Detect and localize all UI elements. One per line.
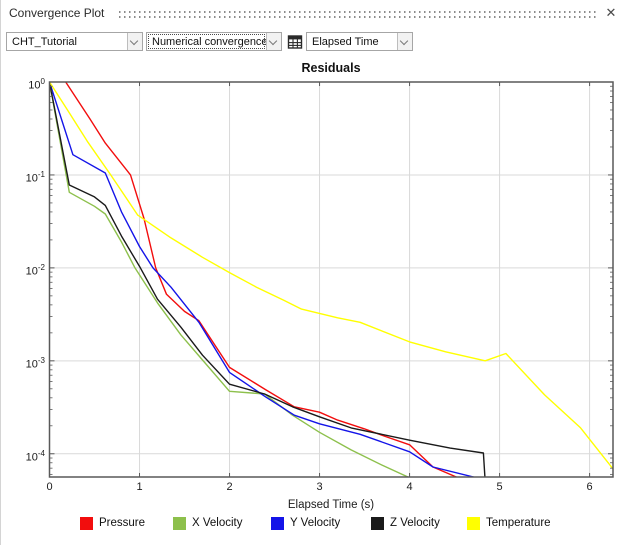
plot-type-combobox-value: Numerical convergence [147,33,266,50]
legend-label: Temperature [486,517,551,529]
legend-swatch-icon [371,517,384,530]
series-x-velocity [49,82,410,477]
chevron-down-icon [129,36,139,46]
titlebar: Convergence Plot ✕ [1,0,626,28]
x-axis-tick-label: 2 [226,481,233,493]
x-axis-tick-label: 6 [586,481,593,493]
y-axis-tick-label: 100 [28,77,45,92]
page-title: Convergence Plot [9,6,105,20]
y-axis-tick-label: 10-2 [25,262,45,278]
legend-swatch-icon [467,517,480,530]
xaxis-combobox[interactable]: Elapsed Time [306,32,413,51]
chevron-down-icon [399,36,409,46]
close-icon[interactable]: ✕ [605,5,617,20]
x-axis-tick-label: 0 [46,481,53,493]
x-axis-tick-label: 5 [496,481,503,493]
chart-title: Residuals [301,61,361,75]
legend-swatch-icon [80,517,93,530]
simulation-combobox[interactable]: CHT_Tutorial [6,32,143,51]
legend-label: Z Velocity [390,517,440,529]
xaxis-combobox-dropdown-button[interactable] [397,33,412,50]
x-axis-tick-label: 3 [316,481,323,493]
x-axis-tick-label: 1 [136,481,143,493]
simulation-combobox-dropdown-button[interactable] [127,33,142,50]
chevron-down-icon [268,36,278,46]
legend-label: Pressure [99,517,146,529]
table-icon [287,35,303,49]
plot-type-combobox-dropdown-button[interactable] [266,33,281,50]
series-z-velocity [49,82,486,477]
series-temperature [49,82,613,471]
legend-swatch-icon [173,517,186,530]
x-axis-tick-label: 4 [406,481,413,493]
legend-label: X Velocity [192,517,243,529]
xaxis-combobox-value: Elapsed Time [312,36,379,48]
simulation-combobox-value: CHT_Tutorial [12,36,77,48]
legend-label: Y Velocity [290,517,341,529]
legend-swatch-icon [271,517,284,530]
x-axis-label: Elapsed Time (s) [287,499,375,511]
drag-handle-dots[interactable] [119,11,598,19]
plot-type-combobox[interactable]: Numerical convergence [146,32,282,51]
y-axis-tick-label: 10-1 [25,169,45,185]
y-axis-tick-label: 10-4 [25,448,45,464]
series-pressure [65,82,459,477]
y-axis-tick-label: 10-3 [25,355,45,371]
table-view-button[interactable] [287,34,303,50]
series-y-velocity [49,82,477,477]
